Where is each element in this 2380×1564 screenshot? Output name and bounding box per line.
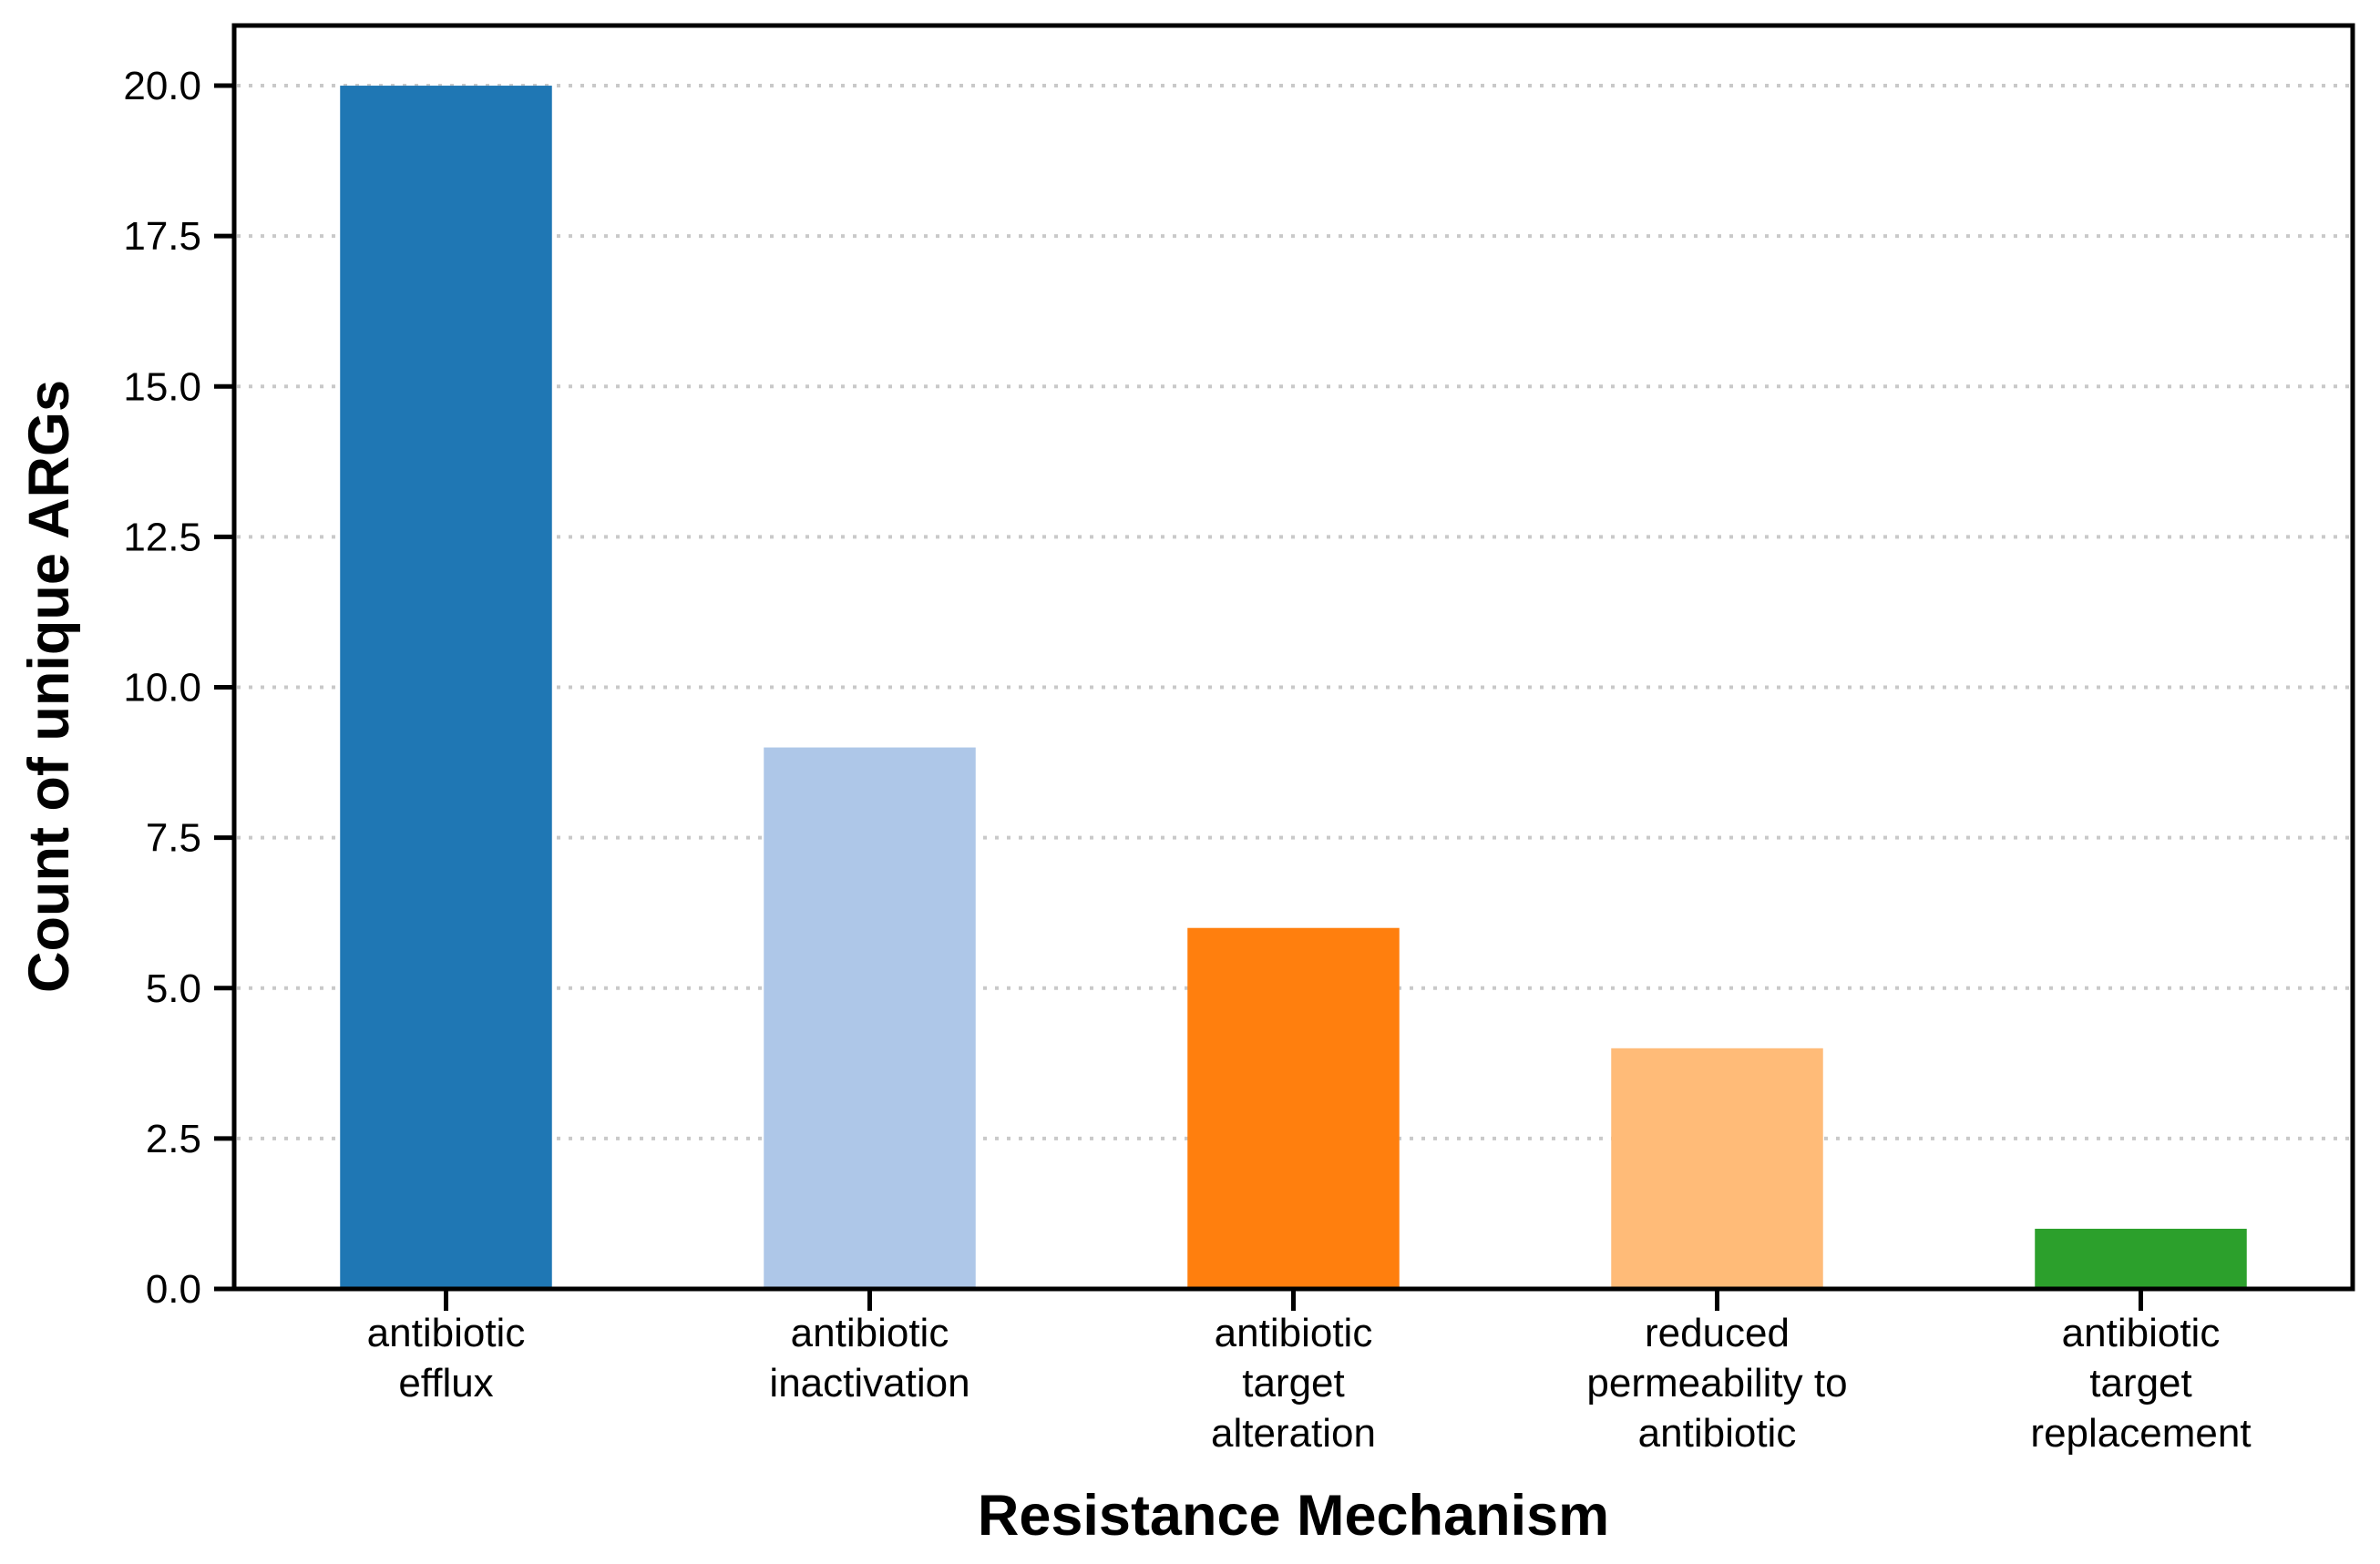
bar-antibiotic-efflux: [340, 86, 552, 1290]
x-tick-label-antibiotic-target-replacement: antibiotic target replacement: [2030, 1311, 2251, 1456]
y-tick-label: 0.0: [146, 1267, 201, 1312]
x-axis-label: Resistance Mechanism: [977, 1484, 1610, 1548]
bar-antibiotic-target-alteration: [1187, 927, 1400, 1289]
y-tick-label: 20.0: [123, 64, 201, 108]
y-tick-label: 7.5: [146, 816, 201, 861]
x-tick-label-antibiotic-inactivation: antibiotic inactivation: [769, 1311, 969, 1406]
y-tick-label: 2.5: [146, 1117, 201, 1161]
x-tick-label-reduced-permeability-to-antibiotic: reduced permeability to antibiotic: [1586, 1311, 1847, 1456]
bar-antibiotic-target-replacement: [2035, 1228, 2247, 1289]
bar-antibiotic-inactivation: [764, 747, 976, 1289]
x-tick-label-antibiotic-efflux: antibiotic efflux: [367, 1311, 526, 1406]
x-tick-label-antibiotic-target-alteration: antibiotic target alteration: [1211, 1311, 1376, 1456]
axes-frame: [231, 23, 2355, 1292]
y-tick-label: 5.0: [146, 966, 201, 1011]
y-tick-label: 17.5: [123, 214, 201, 259]
y-tick-label: 10.0: [123, 666, 201, 710]
bar-reduced-permeability-to-antibiotic: [1611, 1048, 1823, 1289]
y-tick-label: 15.0: [123, 364, 201, 409]
y-tick-label: 12.5: [123, 515, 201, 559]
